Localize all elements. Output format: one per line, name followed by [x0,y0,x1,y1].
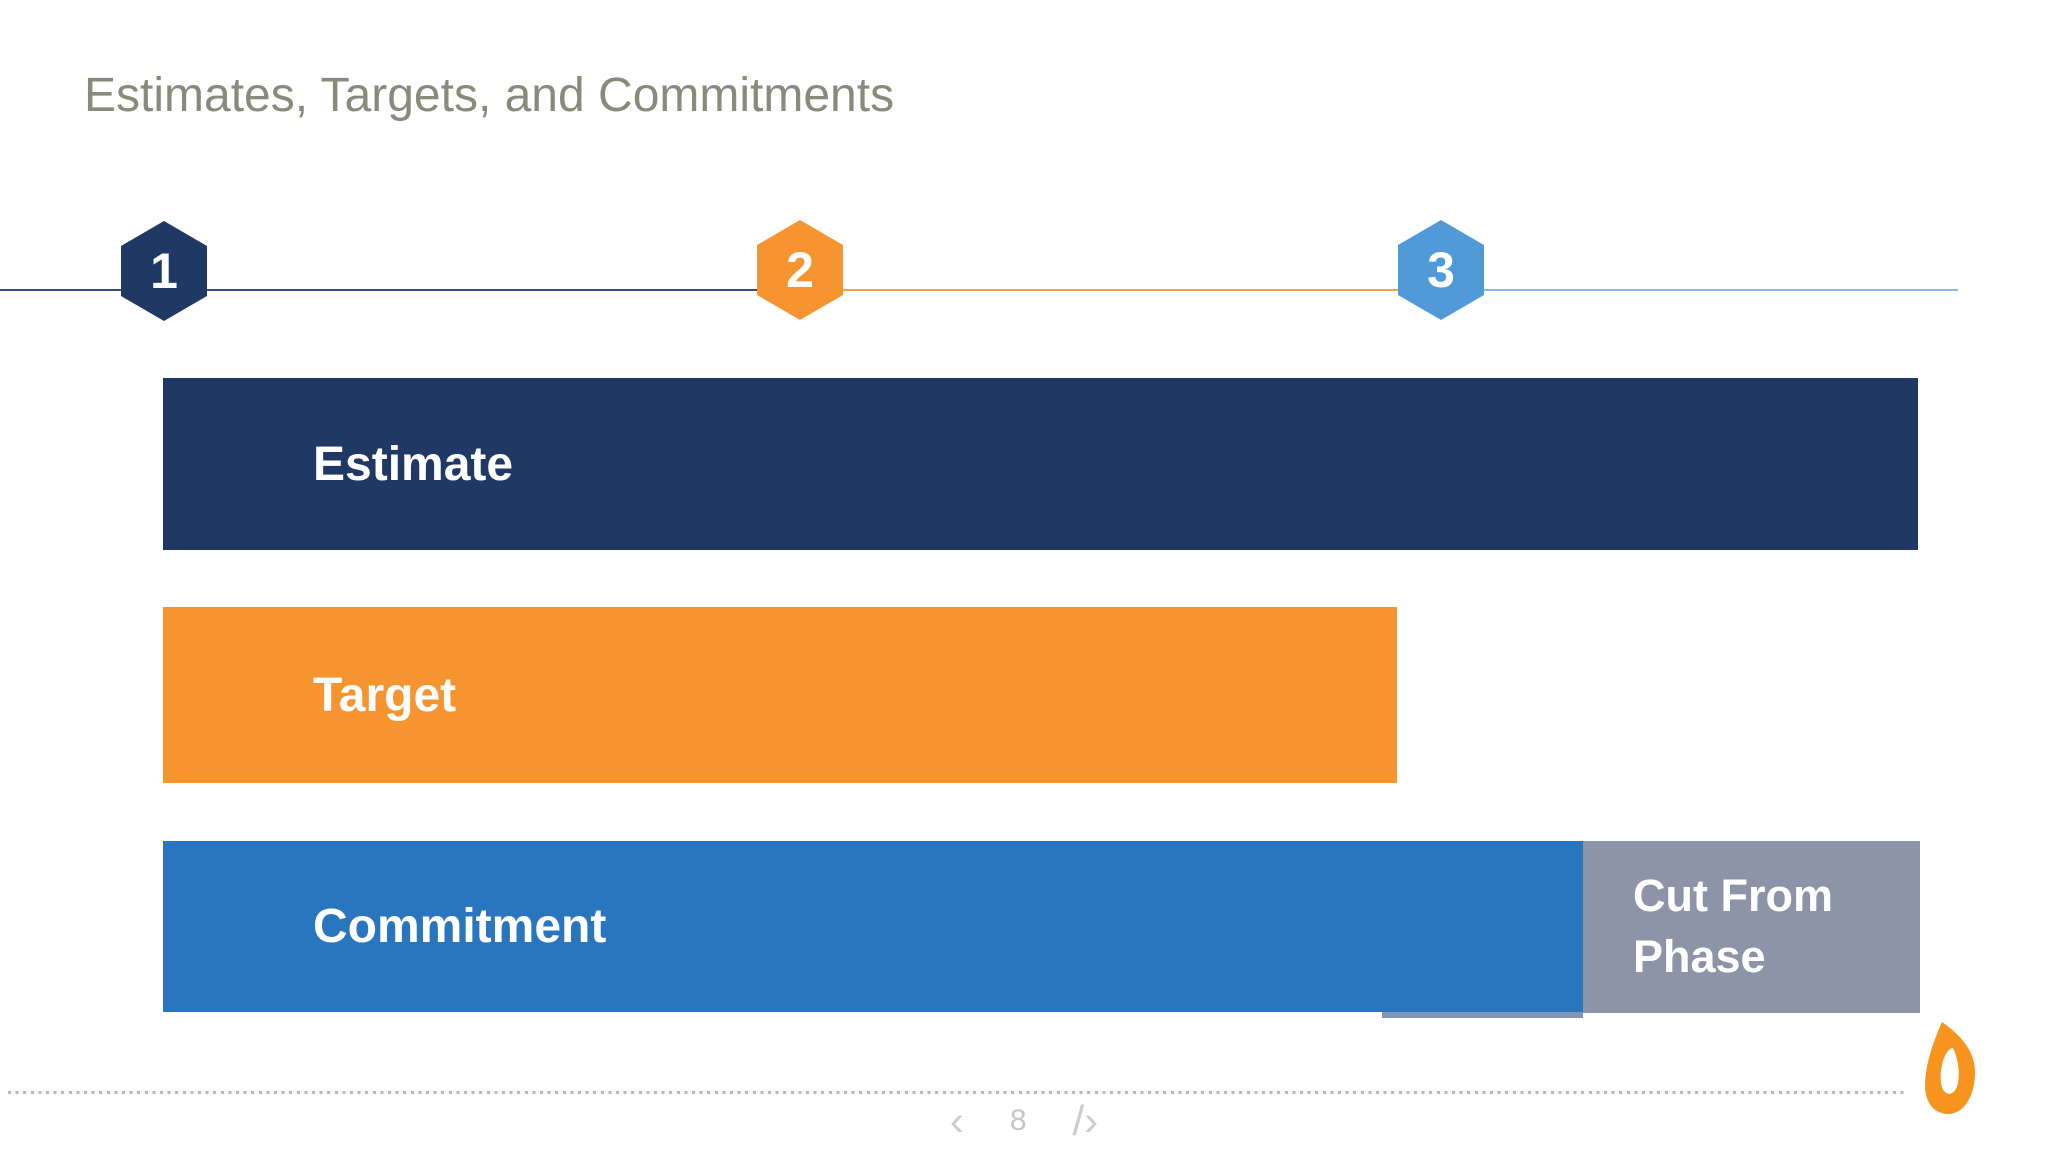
commitment-bar-label: Commitment [313,900,607,953]
commitment-bar: Commitment [163,841,1583,1012]
page-number: 8 [1009,1104,1027,1137]
target-bar-label: Target [313,668,457,722]
target-bar: Target [163,607,1397,783]
next-page-icon[interactable]: /› [1072,1097,1099,1144]
timeline-segment-3 [1441,289,1958,291]
step-hexagon-3: 3 [1398,220,1484,320]
cut-from-phase-box: Cut From Phase [1583,841,1920,1013]
step-hexagon-2: 2 [757,220,843,320]
estimate-bar-label: Estimate [313,437,514,491]
step-number-2: 2 [786,242,814,298]
timeline-segment-1 [0,289,800,291]
flame-logo-icon [1925,1022,1975,1114]
prev-page-icon[interactable]: ‹ [949,1097,964,1144]
footer-nav: ‹ 8 /› [0,1100,2048,1142]
step-number-3: 3 [1427,242,1455,298]
step-hexagon-1: 1 [121,221,207,321]
commitment-bar-underhang [1382,1012,1583,1018]
cut-from-phase-label: Cut From Phase [1633,870,1833,982]
step-number-1: 1 [150,243,178,299]
flame-inner [1940,1048,1959,1094]
estimate-bar: Estimate [163,378,1918,550]
page-title: Estimates, Targets, and Commitments [84,69,895,122]
timeline-segment-2 [800,289,1441,291]
dotted-divider [8,1091,1908,1094]
